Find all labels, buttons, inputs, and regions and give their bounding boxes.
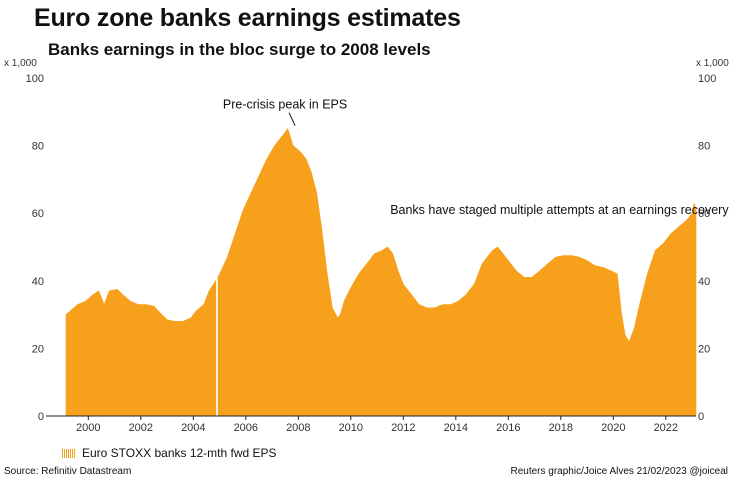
- legend-label: Euro STOXX banks 12-mth fwd EPS: [82, 446, 277, 460]
- x-tick-label-2008: 2008: [286, 422, 310, 434]
- x-tick-label-2010: 2010: [339, 422, 363, 434]
- x-tick-label-2020: 2020: [601, 422, 625, 434]
- annotation-peak: Pre-crisis peak in EPS: [223, 98, 347, 112]
- x-tick-label-2018: 2018: [549, 422, 573, 434]
- x-tick-label-2016: 2016: [496, 422, 520, 434]
- y-tick-right-20: 20: [698, 343, 710, 355]
- y-tick-left-40: 40: [32, 276, 44, 288]
- x-tick-label-2012: 2012: [391, 422, 415, 434]
- chart-subtitle: Banks earnings in the bloc surge to 2008…: [48, 40, 431, 59]
- y-tick-left-20: 20: [32, 343, 44, 355]
- x-tick-label-2014: 2014: [444, 422, 468, 434]
- y-tick-right-0: 0: [698, 411, 704, 423]
- y-tick-left-60: 60: [32, 208, 44, 220]
- credit-note: Reuters graphic/Joice Alves 21/02/2023 @…: [510, 466, 729, 477]
- y-tick-right-60: 60: [698, 208, 710, 220]
- y-tick-right-80: 80: [698, 141, 710, 153]
- x-tick-label-2006: 2006: [234, 422, 258, 434]
- annotation-recovery: Banks have staged multiple attempts at a…: [390, 203, 729, 217]
- y-unit-right: x 1,000: [696, 58, 729, 69]
- y-tick-right-40: 40: [698, 276, 710, 288]
- x-tick-label-2004: 2004: [181, 422, 205, 434]
- y-unit-left: x 1,000: [4, 58, 37, 69]
- chart-title: Euro zone banks earnings estimates: [34, 4, 461, 32]
- x-tick-label-2022: 2022: [654, 422, 678, 434]
- area-series-0: [65, 128, 697, 417]
- x-tick-label-2000: 2000: [76, 422, 100, 434]
- annotation-leader-line: [288, 112, 296, 126]
- x-tick-label-2002: 2002: [129, 422, 153, 434]
- legend-swatch: [62, 448, 76, 458]
- y-tick-left-100: 100: [26, 73, 44, 85]
- y-tick-left-0: 0: [38, 411, 44, 423]
- source-note: Source: Refinitiv Datastream: [4, 466, 132, 477]
- y-tick-left-80: 80: [32, 141, 44, 153]
- legend: Euro STOXX banks 12-mth fwd EPS: [62, 446, 277, 460]
- y-tick-right-100: 100: [698, 73, 716, 85]
